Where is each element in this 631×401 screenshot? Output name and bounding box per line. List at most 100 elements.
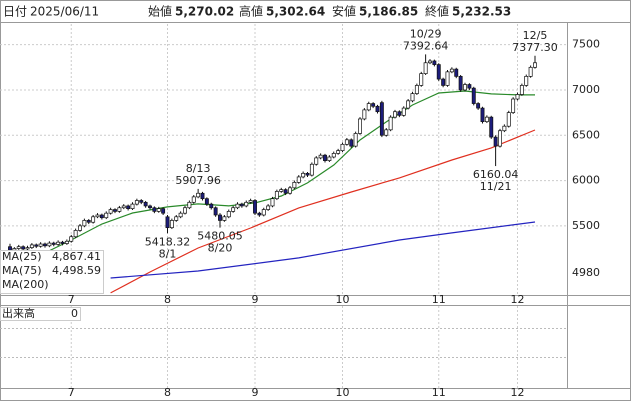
candle-body — [244, 201, 249, 207]
candle-body — [498, 130, 502, 147]
candle-body — [419, 73, 424, 86]
field-label: 安値 — [332, 4, 356, 19]
volume-label-box — [0, 307, 81, 321]
grid: 5500 6000 6500 7000 7500 4980 7 7 8 8 9 9 10 10 11 11 12… — [0, 24, 600, 399]
candle-body — [231, 207, 236, 212]
candle-body — [432, 60, 437, 65]
candle-body — [174, 216, 179, 221]
legend-label: MA(200) — [2, 278, 49, 291]
candle-body — [178, 212, 183, 218]
annotation-value: 7377.30 — [512, 41, 558, 54]
y-tick-label: 6000 — [572, 174, 600, 187]
candle-body — [117, 207, 122, 212]
candle-body — [454, 68, 459, 77]
candle-body — [134, 200, 139, 205]
candle-body — [152, 207, 157, 212]
volume-value: 0 — [71, 307, 78, 320]
candle-body — [60, 241, 65, 244]
field-value: 5,186.85 — [359, 5, 418, 19]
candle-body — [148, 205, 152, 209]
candle-body — [414, 85, 419, 94]
candle-body — [327, 156, 332, 161]
candle-body — [301, 172, 306, 178]
candle-body — [379, 102, 384, 136]
y-tick-label: 7000 — [572, 83, 600, 96]
candle-body — [104, 212, 109, 219]
field-value: 5,302.64 — [266, 5, 325, 19]
candle-body — [511, 98, 516, 113]
candle-body — [323, 154, 327, 161]
candle-body — [449, 68, 454, 73]
candle-body — [25, 247, 30, 250]
candle-body — [34, 244, 39, 247]
candle-body — [476, 103, 481, 109]
candle-body — [82, 220, 87, 227]
candle-body — [187, 201, 192, 209]
candle-body — [183, 207, 187, 214]
candle-body — [314, 157, 319, 165]
annotation-value: 5907.96 — [175, 174, 221, 187]
candle-body — [366, 103, 371, 111]
candle-body — [257, 212, 262, 216]
candle-body — [143, 201, 148, 207]
candle-body — [21, 246, 26, 250]
candle-body — [38, 243, 43, 247]
candle-body — [95, 214, 100, 218]
candle-body — [484, 116, 489, 123]
x-tick-label: 9 — [252, 386, 259, 399]
x-tick-label: 11 — [432, 293, 446, 306]
candle-body — [441, 78, 446, 86]
candle-body — [401, 107, 406, 116]
candle-body — [130, 203, 135, 210]
candle-body — [305, 172, 310, 176]
candle-body — [204, 198, 209, 205]
candle-body — [283, 189, 288, 194]
legend-label: MA(75) — [2, 264, 42, 277]
candle-body — [161, 208, 166, 214]
candle-body — [209, 203, 214, 209]
field-value: 5,232.53 — [452, 5, 511, 19]
x-tick-label: 7 — [68, 293, 75, 306]
candle-body — [388, 116, 393, 131]
candle-body — [113, 209, 117, 212]
candle-body — [533, 62, 537, 68]
candle-body — [445, 71, 450, 86]
x-tick-label: 10 — [336, 293, 350, 306]
candle-body — [73, 230, 78, 238]
candle-body — [266, 205, 271, 210]
candle-body — [69, 236, 74, 242]
candle-body — [292, 182, 297, 189]
candle-body — [91, 216, 96, 223]
candle-body — [222, 216, 227, 221]
x-tick-label: 10 — [336, 386, 350, 399]
x-tick-label: 11 — [432, 386, 446, 399]
candle-body — [318, 154, 323, 159]
candle-body — [467, 84, 472, 89]
candle-body — [331, 153, 336, 158]
candle-body — [371, 103, 376, 107]
legend-value: 4,498.59 — [52, 264, 101, 277]
candle-body — [139, 200, 144, 203]
annotation-value: 6160.04 — [473, 168, 519, 181]
candle-body — [108, 209, 113, 214]
ma-line — [110, 221, 536, 279]
candle-body — [288, 187, 292, 194]
candle-body — [200, 192, 205, 200]
candle-body — [296, 176, 301, 183]
annotation-date: 8/1 — [159, 247, 177, 260]
x-tick-label: 12 — [511, 293, 525, 306]
candle-body — [524, 76, 529, 86]
y-tick-label: 5500 — [572, 219, 600, 232]
candle-body — [274, 191, 279, 200]
volume-title: 出来高 — [2, 306, 35, 320]
candle-body — [270, 198, 275, 207]
candle-body — [309, 163, 314, 176]
annotation-value: 5480.05 — [197, 230, 243, 243]
candle-body — [51, 242, 56, 245]
candle-body — [126, 205, 131, 210]
x-tick-label: 12 — [511, 386, 525, 399]
candle-body — [279, 189, 284, 192]
candle-body — [384, 129, 389, 136]
candle-body — [213, 207, 218, 216]
